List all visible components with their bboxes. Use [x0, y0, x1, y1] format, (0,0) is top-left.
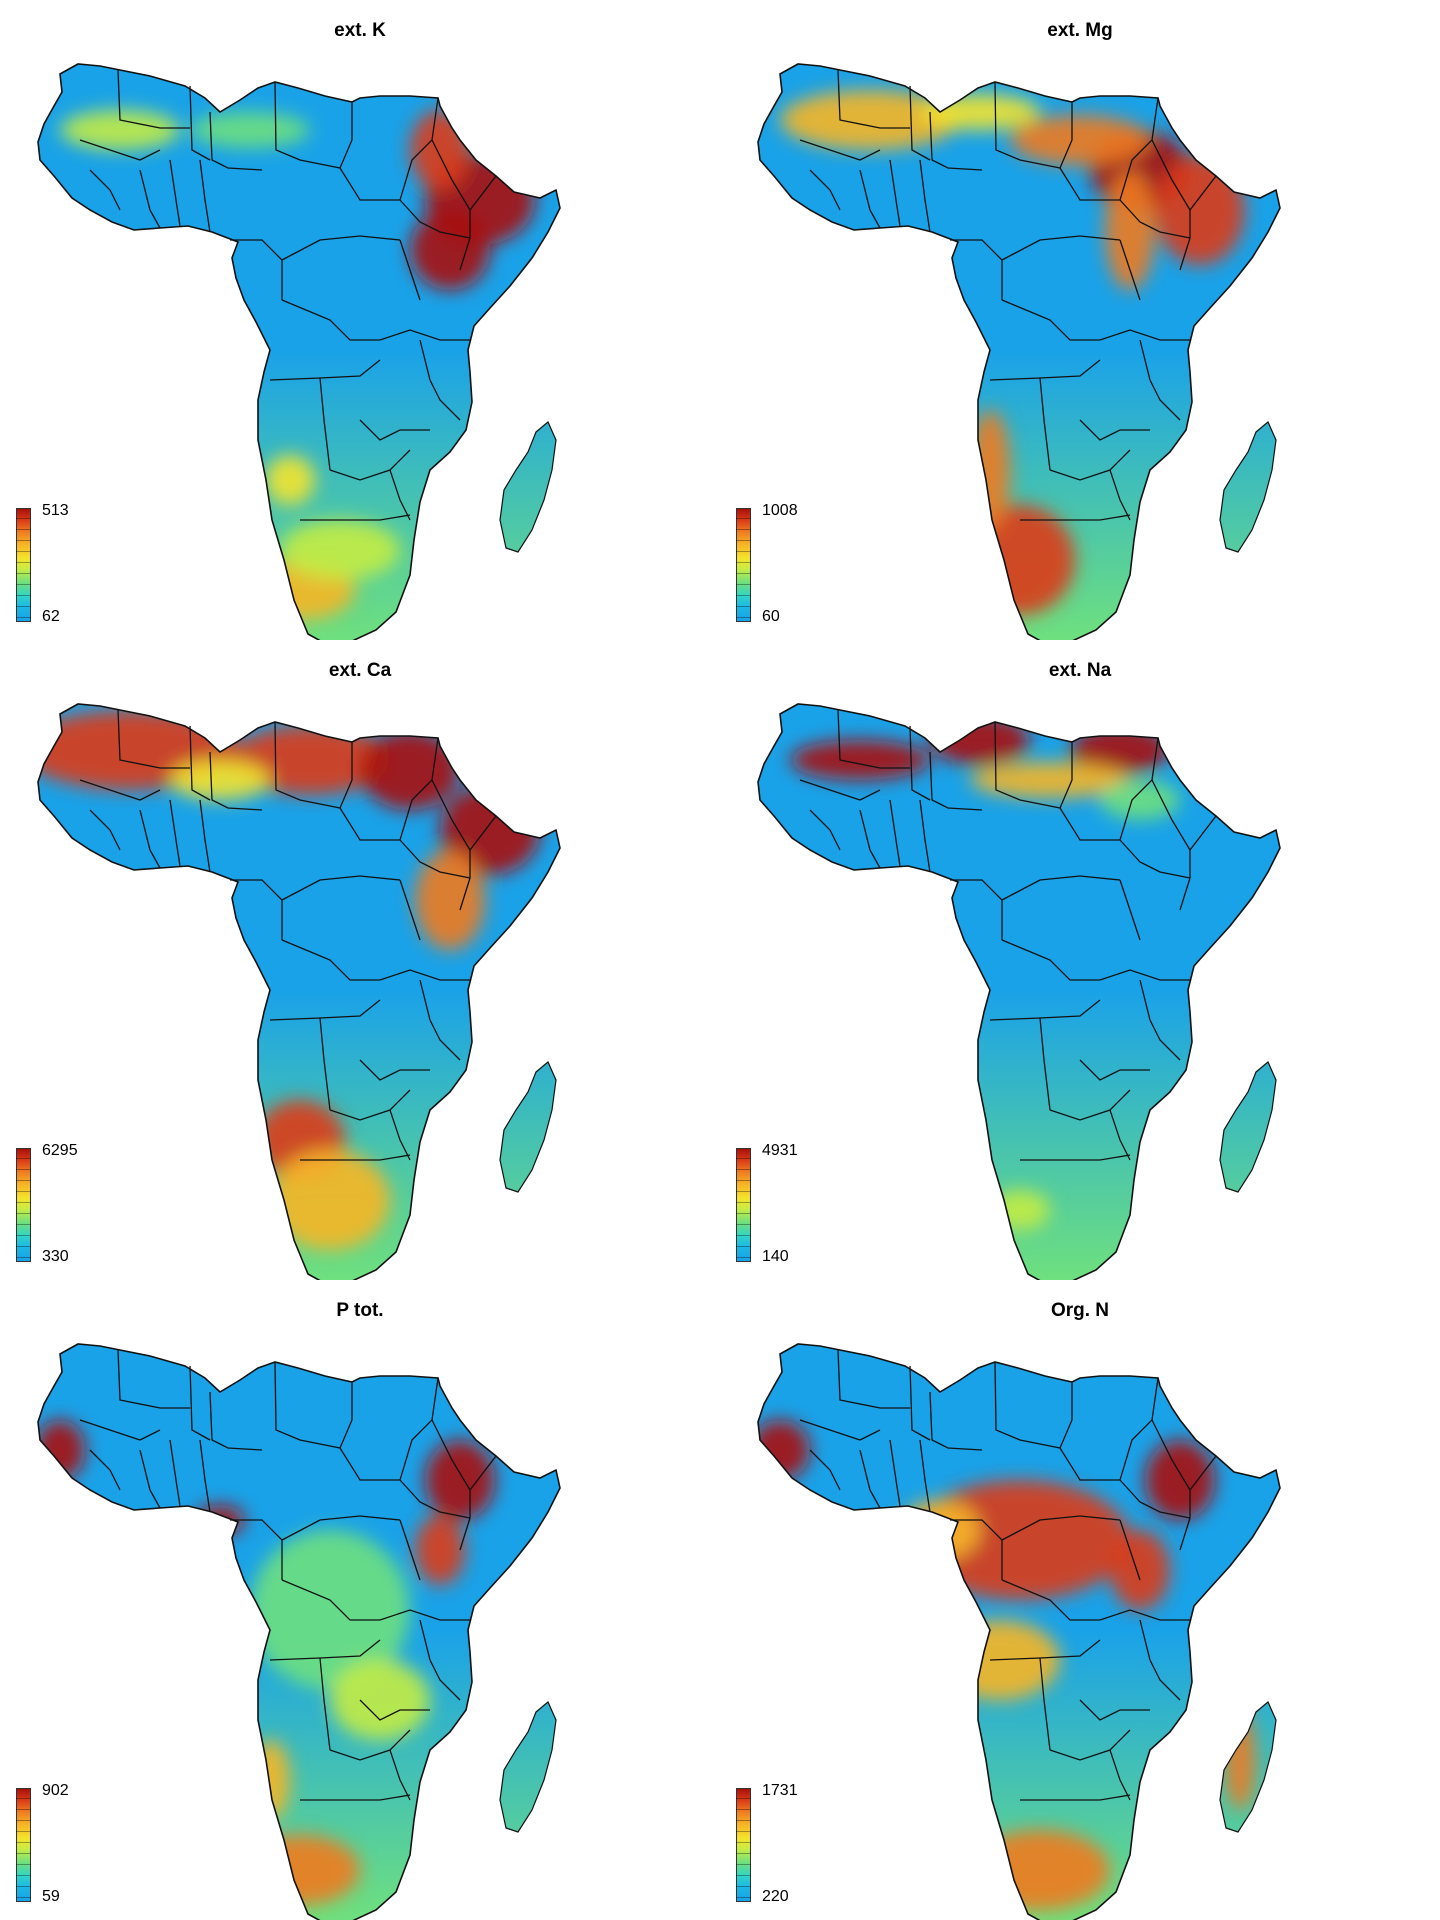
coastline: [37, 63, 561, 640]
africa-map: [37, 1343, 561, 1920]
coastline: [757, 703, 1281, 1280]
panel-title: ext. Mg: [1047, 20, 1113, 41]
legend-max-label: 902: [42, 1782, 69, 1799]
legend-max-label: 513: [42, 502, 69, 519]
coastline: [757, 1343, 1281, 1920]
legend-min-label: 60: [762, 608, 780, 625]
map-hotspot: [970, 762, 1130, 798]
map-hotspot: [360, 730, 460, 810]
coastline: [757, 63, 1281, 640]
map-hotspot: [425, 1440, 495, 1520]
map-hotspot: [790, 740, 930, 780]
legend-colorbar: [736, 1788, 751, 1902]
legend-min-label: 62: [42, 608, 60, 625]
map-hotspot: [1010, 115, 1150, 165]
panel-p-tot: P tot. 902 59: [0, 1280, 720, 1920]
color-legend: 1731 220: [736, 1782, 856, 1905]
africa-map: [757, 63, 1281, 640]
africa-map: [37, 703, 561, 1280]
map-hotspot: [970, 1830, 1110, 1910]
legend-colorbar: [736, 508, 751, 622]
map-hotspot: [280, 520, 400, 580]
panel-ext-k: ext. K 513 62: [0, 0, 720, 640]
map-hotspot: [270, 1150, 390, 1250]
legend-colorbar: [16, 1148, 31, 1262]
map-hotspot: [415, 1515, 465, 1585]
map-hotspot: [330, 1660, 430, 1740]
map-hotspot: [170, 760, 270, 800]
legend-max-label: 1731: [762, 1782, 798, 1799]
legend-colorbar: [736, 1148, 751, 1262]
map-hotspot: [1100, 780, 1180, 820]
panel-title: ext. Ca: [328, 660, 392, 681]
africa-map: [37, 63, 561, 640]
map-hotspot: [1145, 1440, 1215, 1520]
map-hotspot: [60, 110, 180, 150]
map-hotspot: [415, 850, 485, 950]
legend-max-label: 6295: [42, 1142, 78, 1159]
map-hotspot: [900, 1500, 980, 1560]
panel-org-n: Org. N 1731 220: [720, 1280, 1440, 1920]
country-borders: [79, 69, 497, 521]
color-legend: 6295 330: [16, 1142, 136, 1265]
map-hotspot: [930, 715, 1030, 765]
map-hotspot: [250, 1530, 410, 1690]
color-legend: 4931 140: [736, 1142, 856, 1265]
color-legend: 513 62: [16, 502, 136, 625]
madagascar-outline: [499, 421, 557, 553]
map-hotspot: [990, 1190, 1050, 1230]
map-hotspot: [410, 110, 470, 190]
map-hotspot: [250, 1740, 290, 1820]
map-hotspot: [230, 725, 390, 795]
map-hotspot: [965, 505, 1075, 615]
panel-ext-ca: ext. Ca 6295 330: [0, 640, 720, 1280]
madagascar-outline: [1219, 1701, 1277, 1833]
map-hotspot: [410, 210, 490, 290]
madagascar-outline: [1219, 1061, 1277, 1193]
madagascar-outline: [499, 1061, 557, 1193]
map-hotspot: [1110, 1530, 1170, 1610]
legend-max-label: 4931: [762, 1142, 798, 1159]
africa-map: [757, 1343, 1281, 1920]
legend-max-label: 1008: [762, 502, 798, 519]
legend-min-label: 330: [42, 1248, 69, 1265]
map-hotspot: [190, 112, 310, 148]
panel-title: P tot.: [336, 1300, 384, 1321]
legend-min-label: 59: [42, 1888, 60, 1905]
country-borders: [79, 709, 497, 1161]
panel-ext-na: ext. Na 4931 140: [720, 640, 1440, 1280]
country-borders: [799, 1349, 1217, 1801]
map-hotspot: [920, 94, 1040, 130]
panel-title: Org. N: [1050, 1300, 1110, 1321]
madagascar-outline: [1219, 421, 1277, 553]
legend-colorbar: [16, 508, 31, 622]
panel-title: ext. K: [334, 20, 386, 41]
legend-min-label: 220: [762, 1888, 789, 1905]
madagascar-outline: [499, 1701, 557, 1833]
country-borders: [799, 709, 1217, 1161]
panel-ext-mg: ext. Mg 1008 60: [720, 0, 1440, 640]
color-legend: 902 59: [16, 1782, 136, 1905]
country-borders: [79, 1349, 497, 1801]
country-borders: [799, 69, 1217, 521]
color-legend: 1008 60: [736, 502, 856, 625]
legend-min-label: 140: [762, 1248, 789, 1265]
map-hotspot: [910, 1480, 1130, 1600]
map-hotspot: [1155, 155, 1245, 265]
coastline: [37, 1343, 561, 1920]
map-hotspot: [265, 455, 315, 505]
map-hotspot: [38, 1420, 85, 1480]
legend-colorbar: [16, 1788, 31, 1902]
map-hotspot: [780, 90, 960, 150]
coastline: [37, 703, 561, 1280]
panel-title: ext. Na: [1048, 660, 1112, 681]
africa-map: [757, 703, 1281, 1280]
